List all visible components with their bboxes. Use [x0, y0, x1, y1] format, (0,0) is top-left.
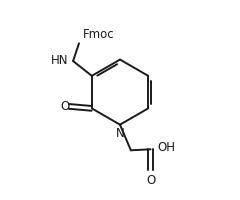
Text: HN: HN: [51, 54, 69, 67]
Text: O: O: [60, 100, 69, 113]
Text: O: O: [146, 174, 155, 187]
Text: N: N: [116, 127, 124, 140]
Text: OH: OH: [157, 141, 175, 154]
Text: Fmoc: Fmoc: [83, 28, 114, 41]
